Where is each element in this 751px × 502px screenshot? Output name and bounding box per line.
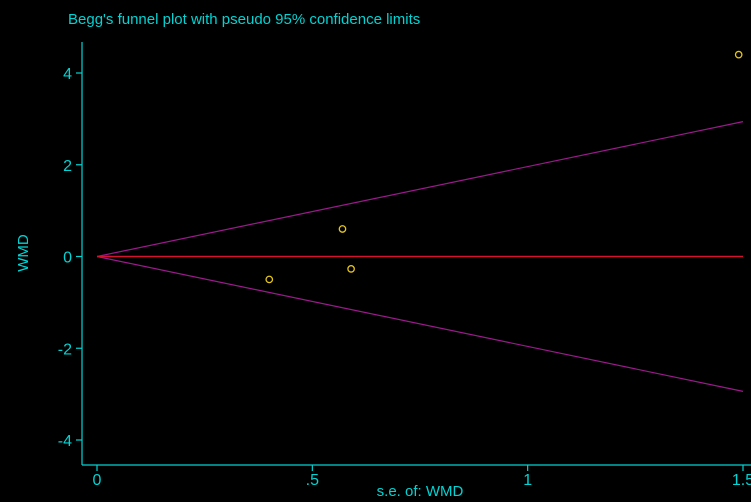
x-axis-ticks: 0 .5 1 1.5 — [93, 465, 751, 489]
lower-limit-line — [96, 255, 744, 392]
y-tick-label: 4 — [63, 66, 72, 83]
y-axis-label: WMD — [15, 234, 32, 272]
y-tick-label: 2 — [63, 158, 72, 175]
y-tick-label: -4 — [58, 433, 72, 450]
chart-title: Begg's funnel plot with pseudo 95% confi… — [68, 11, 420, 28]
x-axis-label: s.e. of: WMD — [377, 483, 464, 500]
study-points — [265, 50, 743, 284]
x-tick-label: 0 — [93, 472, 102, 489]
confidence-limit-lines — [96, 121, 744, 392]
y-tick-label: -2 — [58, 341, 72, 358]
x-tick-label: 1.5 — [732, 472, 751, 489]
y-tick-label: 0 — [63, 250, 72, 267]
study-point — [338, 225, 347, 233]
x-tick-label: .5 — [306, 472, 319, 489]
y-axis-ticks: 4 2 0 -2 -4 — [58, 66, 82, 450]
study-point — [265, 275, 274, 284]
study-point — [347, 265, 355, 273]
study-point — [734, 50, 743, 59]
upper-limit-line — [96, 121, 744, 258]
x-tick-label: 1 — [523, 472, 532, 489]
